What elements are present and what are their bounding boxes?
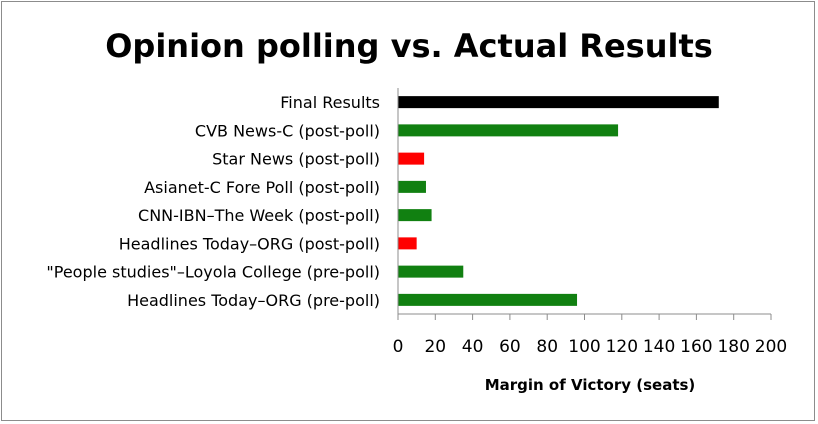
x-tick-label-3: 60 bbox=[499, 337, 521, 357]
chart-title: Opinion polling vs. Actual Results bbox=[105, 27, 713, 65]
x-tick-label-5: 100 bbox=[568, 337, 600, 357]
category-label-5: Headlines Today–ORG (post-poll) bbox=[119, 234, 380, 253]
x-ticks bbox=[397, 314, 772, 320]
category-label-4: CNN-IBN–The Week (post-poll) bbox=[138, 206, 380, 225]
bar-5 bbox=[398, 237, 417, 250]
category-label-1: CVB News-C (post-poll) bbox=[195, 121, 380, 140]
x-tick-label-9: 180 bbox=[717, 337, 749, 357]
category-label-0: Final Results bbox=[280, 93, 380, 112]
category-label-7: Headlines Today–ORG (pre-poll) bbox=[127, 291, 380, 310]
x-tick-label-0: 0 bbox=[393, 337, 404, 357]
x-axis-label: Margin of Victory (seats) bbox=[485, 376, 696, 394]
bar-4 bbox=[398, 209, 432, 222]
category-label-6: "People studies"–Loyola College (pre-pol… bbox=[46, 263, 380, 282]
bar-3 bbox=[398, 180, 426, 193]
x-tick-label-2: 40 bbox=[462, 337, 484, 357]
bar-2 bbox=[398, 152, 425, 165]
x-tick-label-7: 140 bbox=[643, 337, 675, 357]
category-label-2: Star News (post-poll) bbox=[212, 150, 380, 169]
bar-6 bbox=[398, 265, 464, 278]
category-labels: Final Results CVB News-C (post-poll) Star … bbox=[46, 93, 380, 310]
bar-1 bbox=[398, 124, 619, 137]
x-tick-label-6: 120 bbox=[606, 337, 638, 357]
category-label-3: Asianet-C Fore Poll (post-poll) bbox=[144, 178, 380, 197]
x-tick-label-1: 20 bbox=[424, 337, 446, 357]
bar-7 bbox=[398, 293, 578, 306]
bars-group bbox=[398, 96, 719, 306]
bar-0 bbox=[398, 96, 719, 109]
x-tick-label-8: 160 bbox=[680, 337, 712, 357]
x-tick-label-10: 200 bbox=[755, 337, 787, 357]
x-tick-labels: 0 20 40 60 80 100 120 140 160 180 200 bbox=[393, 337, 788, 357]
x-tick-label-4: 80 bbox=[536, 337, 558, 357]
